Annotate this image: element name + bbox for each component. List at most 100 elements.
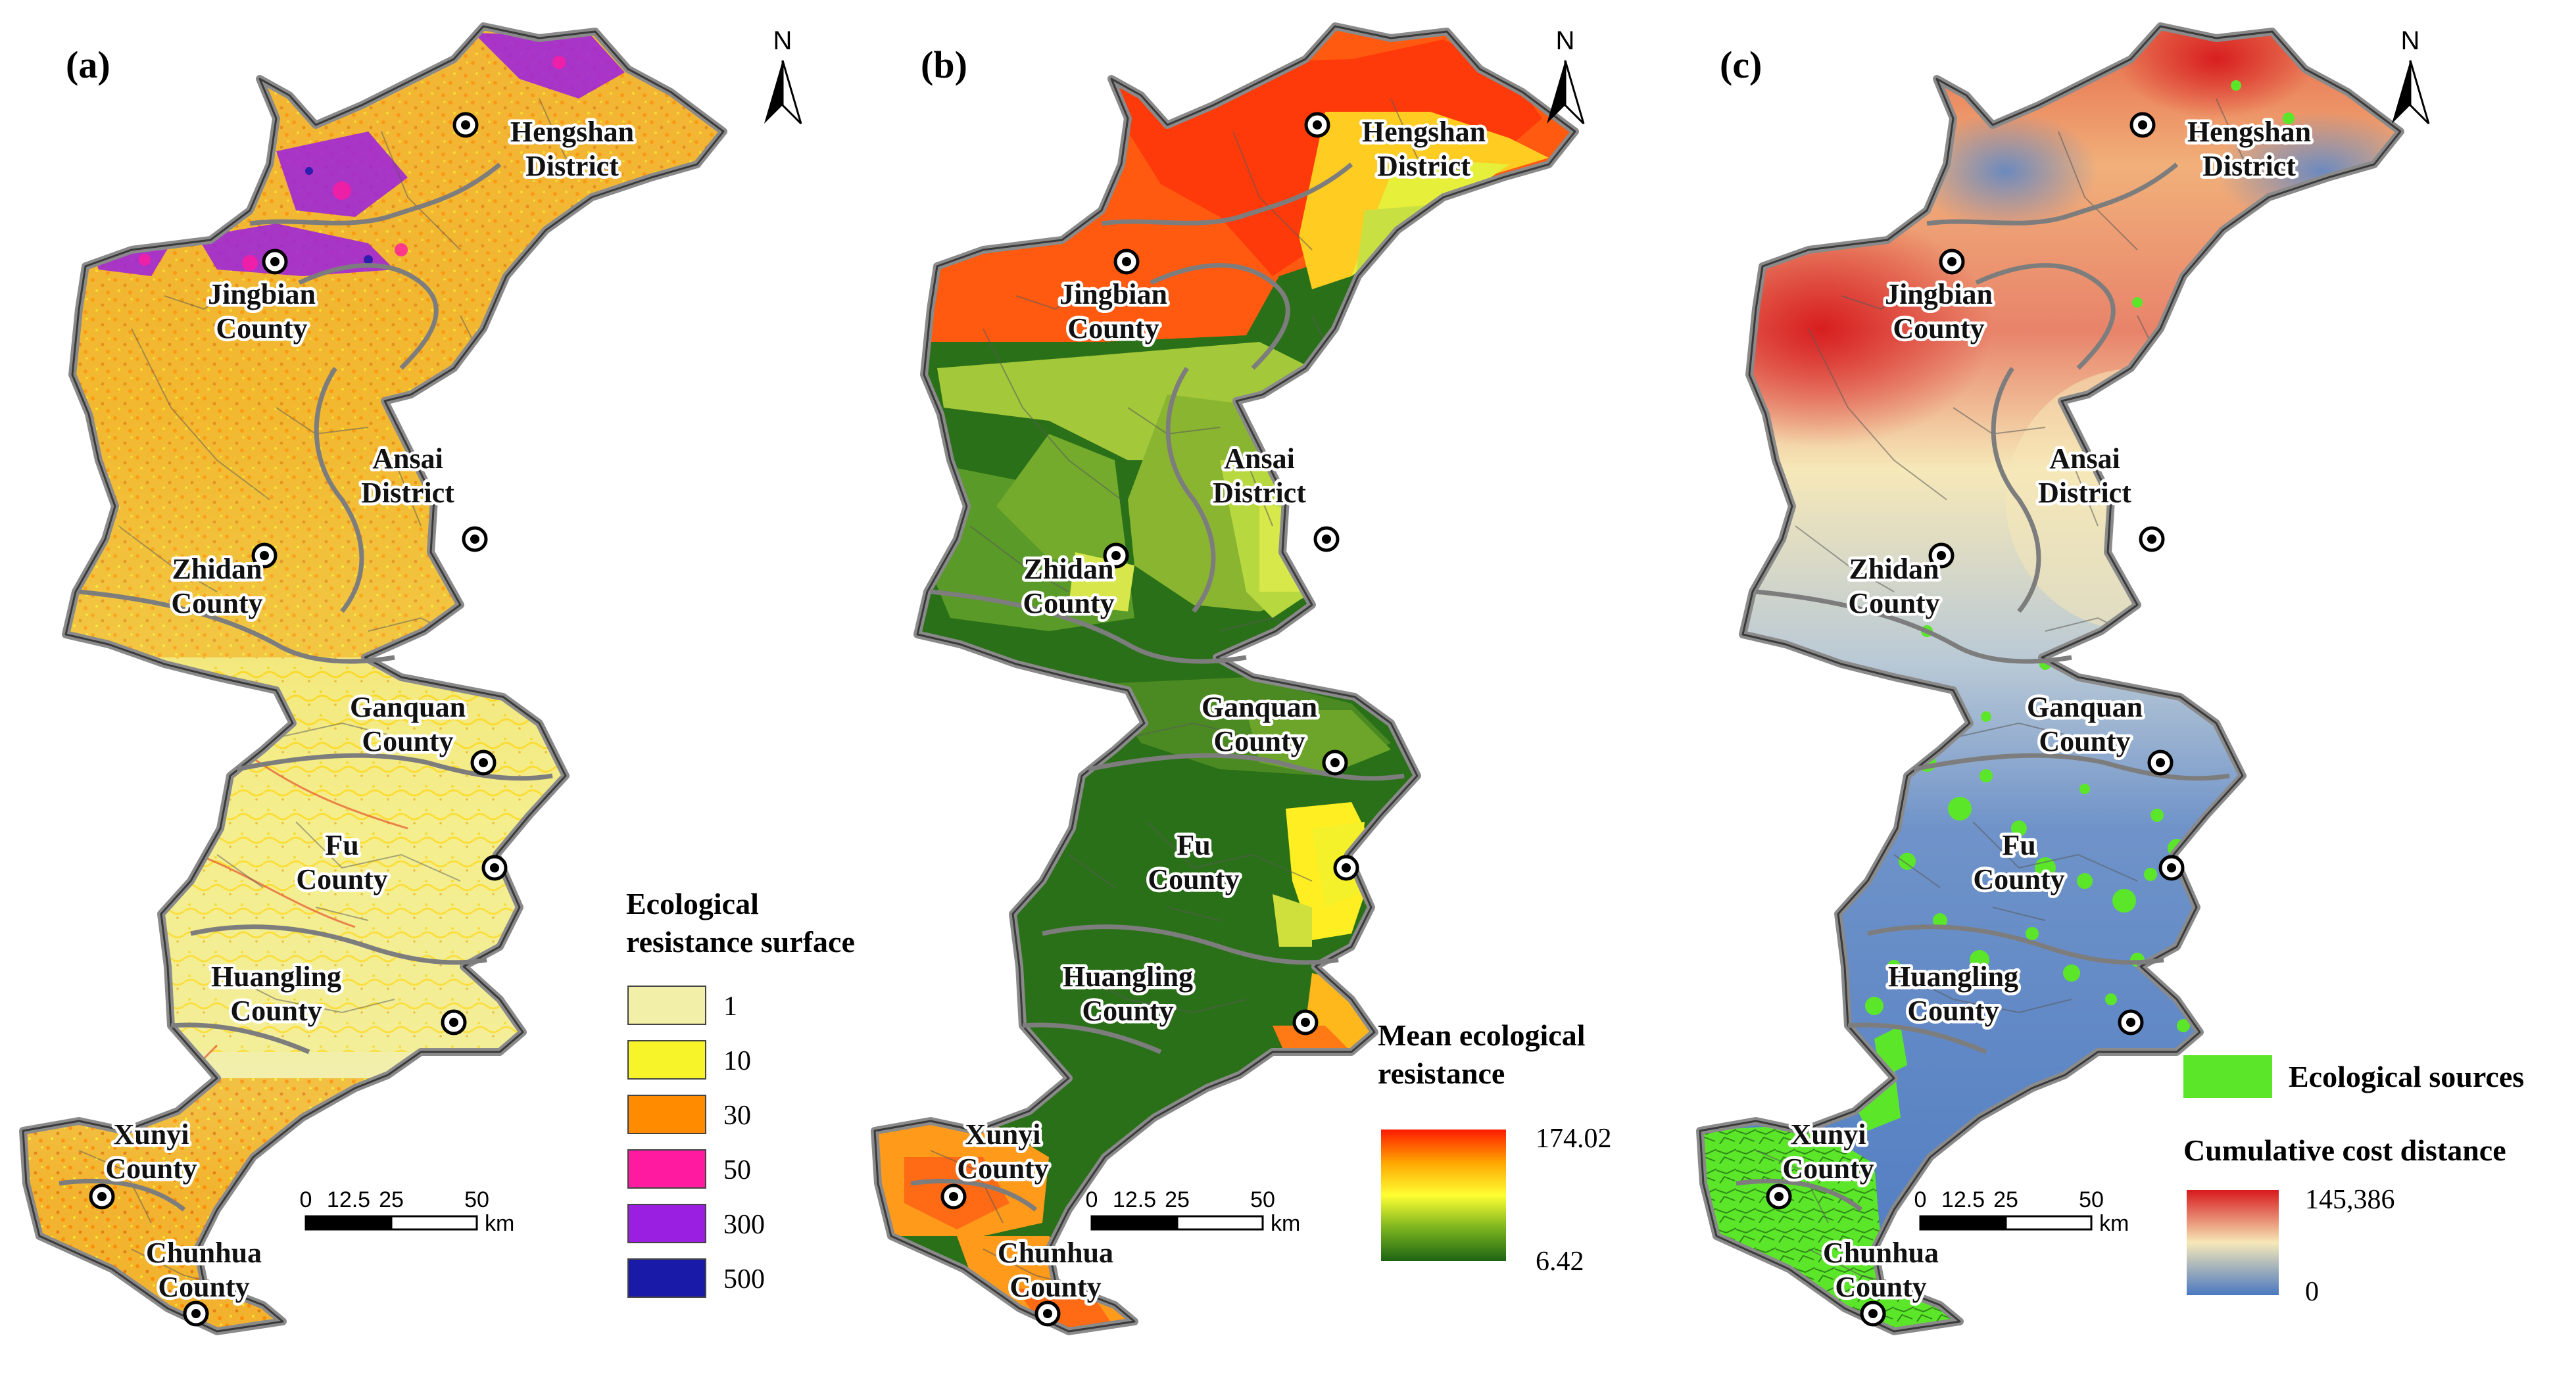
city-marker-dot	[1868, 1309, 1878, 1318]
city-marker-dot	[1111, 551, 1121, 560]
city-marker-dot	[479, 758, 488, 767]
city-label: Fu	[1177, 829, 1210, 861]
city-label: Huangling	[211, 961, 341, 993]
city-label: County	[1082, 995, 1173, 1027]
city-label: Hengshan	[2187, 116, 2311, 148]
legend-b-min: 6.42	[1536, 1247, 1584, 1277]
scale-tick-label: 0	[1914, 1187, 1927, 1212]
city-label: District	[525, 150, 619, 182]
city-label: Hengshan	[510, 116, 634, 148]
scale-tick-label: 25	[379, 1187, 404, 1212]
scale-tick-label: 25	[1165, 1187, 1190, 1212]
legend-c-max: 145,386	[2305, 1185, 2395, 1215]
city-label: Ganquan	[1202, 691, 1317, 723]
legend-item-label: 10	[723, 1046, 751, 1076]
city-marker-dot	[949, 1192, 958, 1201]
city-label: Chunhua	[1823, 1237, 1939, 1269]
legend-swatch	[627, 1040, 706, 1080]
panel-b-annotations: HengshanDistrictJingbianCountyAnsaiDistr…	[940, 26, 1585, 1327]
city-marker-dot	[470, 535, 479, 544]
legend-item-label: 500	[723, 1264, 765, 1295]
city-label: County	[1893, 312, 1984, 345]
scale-tick-label: 12.5	[1113, 1187, 1156, 1212]
city-label: County	[1907, 995, 1999, 1027]
city-label: County	[1213, 725, 1305, 757]
city-label: County	[230, 995, 322, 1027]
legend-b-max: 174.02	[1536, 1124, 1612, 1154]
city-marker-dot	[490, 863, 499, 872]
city-label: County	[1067, 312, 1159, 345]
city-label: County	[1148, 863, 1239, 895]
city-label: Zhidan	[1024, 553, 1114, 585]
city-label: Zhidan	[172, 553, 262, 585]
panel-a-annotations: HengshanDistrictJingbianCountyAnsaiDistr…	[89, 26, 802, 1327]
city-label: Jingbian	[208, 278, 316, 310]
legend-b: Mean ecological resistance 174.02 6.42	[1378, 1018, 1612, 1277]
city-label: Ganquan	[2027, 691, 2143, 723]
city-label: Fu	[325, 829, 358, 861]
city-label: County	[2039, 725, 2130, 757]
city-label: District	[1213, 477, 1306, 509]
city-marker-dot	[1937, 551, 1946, 560]
north-label: N	[2401, 26, 2420, 55]
city-marker-dot	[1322, 535, 1331, 544]
scale-tick-label: 0	[300, 1187, 312, 1212]
city-label: County	[1009, 1271, 1101, 1303]
city-marker-dot	[2147, 535, 2156, 544]
city-marker-dot	[2167, 863, 2176, 872]
city-marker-dot	[461, 120, 470, 130]
city-marker-dot	[1122, 257, 1131, 266]
scale-tick-label: 50	[464, 1187, 489, 1212]
city-marker-dot	[1342, 863, 1351, 872]
city-label: District	[2038, 477, 2131, 509]
legend-swatch	[627, 1095, 706, 1134]
city-marker-dot	[1774, 1192, 1784, 1201]
scale-unit: km	[1271, 1211, 1300, 1236]
city-label: County	[105, 1153, 197, 1185]
legend-c-colorbar	[2187, 1190, 2279, 1295]
city-label: County	[1782, 1153, 1874, 1185]
city-label: County	[1835, 1271, 1926, 1303]
city-marker-dot	[260, 551, 269, 560]
city-label: County	[216, 312, 307, 345]
legend-a: Ecological resistance surface 1 10 30 50 300 50…	[626, 887, 855, 1298]
legend-swatch	[627, 1258, 706, 1298]
city-label: Ansai	[372, 442, 443, 475]
city-label: Ganquan	[350, 691, 466, 723]
city-label: County	[1023, 587, 1114, 619]
panel-c-annotations: HengshanDistrictJingbianCountyAnsaiDistr…	[1766, 26, 2430, 1327]
city-marker-dot	[1301, 1018, 1310, 1027]
scale-tick-label: 0	[1086, 1187, 1098, 1212]
legend-item-label: 300	[723, 1210, 765, 1240]
city-label: County	[1848, 587, 1939, 619]
legend-a-title: Ecological	[626, 887, 759, 920]
city-label: Xunyi	[114, 1118, 189, 1151]
legend-item-label: 50	[723, 1155, 751, 1185]
north-arrow-icon: N	[1547, 26, 1585, 125]
city-label: District	[1377, 150, 1470, 182]
city-label: County	[171, 587, 262, 619]
city-label: County	[158, 1271, 249, 1303]
city-label: Huangling	[1063, 961, 1193, 993]
legend-swatch	[627, 1149, 706, 1189]
scale-unit: km	[2099, 1211, 2129, 1236]
legend-b-title: Mean ecological	[1378, 1018, 1586, 1052]
